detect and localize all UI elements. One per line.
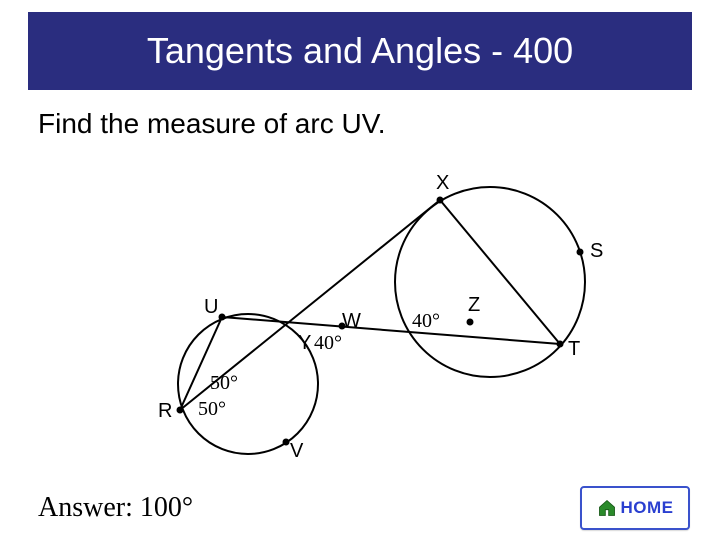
point-label: W	[342, 310, 361, 333]
title-text: Tangents and Angles - 400	[147, 30, 573, 71]
home-button[interactable]: HOME	[580, 486, 690, 530]
point-label: T	[568, 338, 580, 361]
angle-label: 40°	[412, 310, 440, 333]
point-label: Z	[468, 294, 480, 317]
point-label: V	[290, 440, 303, 463]
point-label: S	[590, 240, 603, 263]
point-label: Y	[298, 332, 311, 355]
angle-label: 50°	[210, 372, 238, 395]
point-label: U	[204, 296, 218, 319]
title-bar: Tangents and Angles - 400	[28, 12, 692, 90]
point-label: X	[436, 172, 449, 195]
diagram-svg	[150, 162, 610, 472]
question-text: Find the measure of arc UV.	[38, 108, 720, 140]
angle-label: 50°	[198, 398, 226, 421]
home-label: HOME	[621, 498, 674, 518]
home-icon	[597, 498, 617, 518]
answer-text: Answer: 100°	[38, 492, 193, 524]
angle-label: 40°	[314, 332, 342, 355]
geometry-diagram: X S Z T U W Y R V 40° 40° 50° 50°	[150, 162, 610, 472]
point-label: R	[158, 400, 172, 423]
